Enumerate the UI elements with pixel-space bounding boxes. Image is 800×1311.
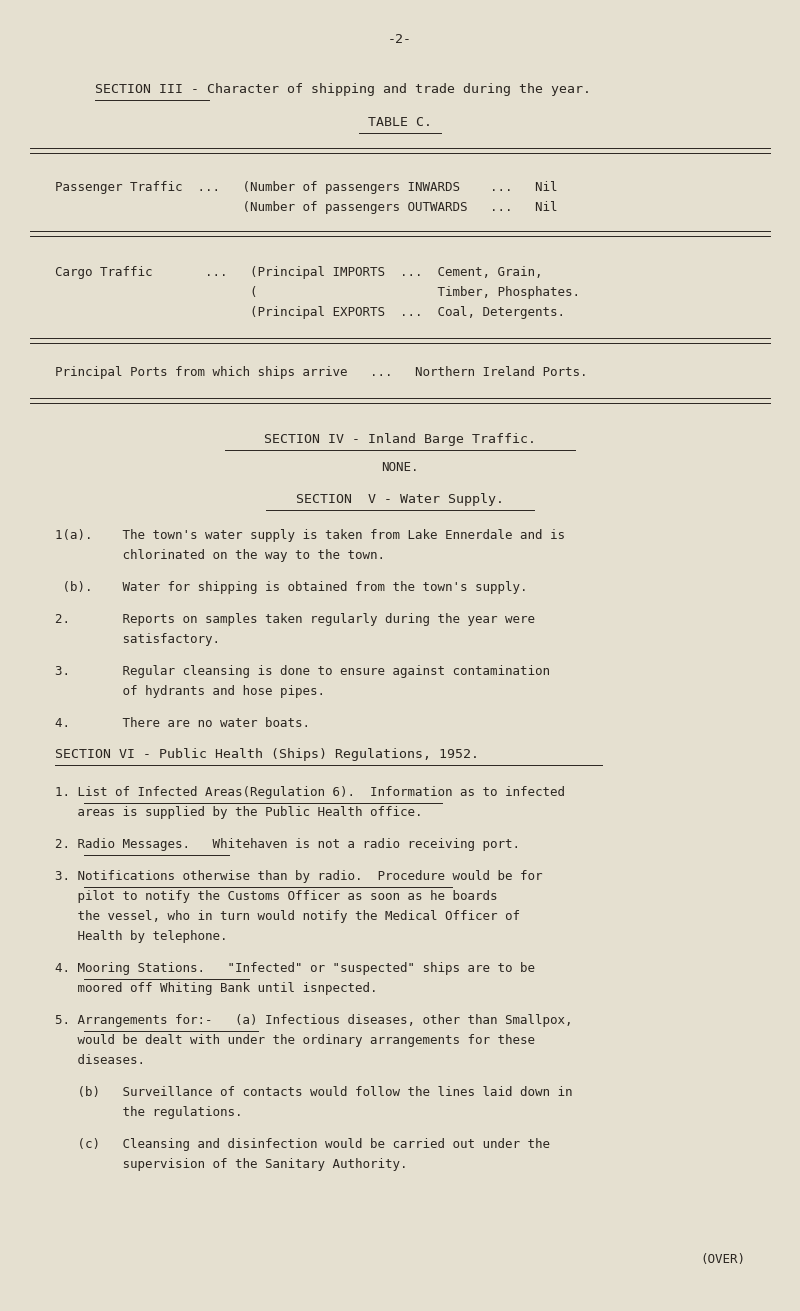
Text: NONE.: NONE. [382,461,418,475]
Text: (Number of passengers OUTWARDS   ...   Nil: (Number of passengers OUTWARDS ... Nil [55,201,558,214]
Text: 4. Mooring Stations.   "Infected" or "suspected" ships are to be: 4. Mooring Stations. "Infected" or "susp… [55,962,535,975]
Text: (OVER): (OVER) [700,1253,745,1266]
Text: -2-: -2- [388,33,412,46]
Text: areas is supplied by the Public Health office.: areas is supplied by the Public Health o… [55,806,422,819]
Text: 2.       Reports on samples taken regularly during the year were: 2. Reports on samples taken regularly du… [55,614,535,625]
Text: (b).    Water for shipping is obtained from the town's supply.: (b). Water for shipping is obtained from… [55,581,527,594]
Text: 3. Notifications otherwise than by radio.  Procedure would be for: 3. Notifications otherwise than by radio… [55,871,542,884]
Text: 2. Radio Messages.   Whitehaven is not a radio receiving port.: 2. Radio Messages. Whitehaven is not a r… [55,838,520,851]
Text: the regulations.: the regulations. [55,1106,242,1120]
Text: (Principal EXPORTS  ...  Coal, Detergents.: (Principal EXPORTS ... Coal, Detergents. [55,305,565,319]
Text: chlorinated on the way to the town.: chlorinated on the way to the town. [55,549,385,562]
Text: 3.       Regular cleansing is done to ensure against contamination: 3. Regular cleansing is done to ensure a… [55,665,550,678]
Text: 4.       There are no water boats.: 4. There are no water boats. [55,717,310,730]
Text: Health by telephone.: Health by telephone. [55,929,227,943]
Text: Passenger Traffic  ...   (Number of passengers INWARDS    ...   Nil: Passenger Traffic ... (Number of passeng… [55,181,558,194]
Text: satisfactory.: satisfactory. [55,633,220,646]
Text: supervision of the Sanitary Authority.: supervision of the Sanitary Authority. [55,1158,407,1171]
Text: (                        Timber, Phosphates.: ( Timber, Phosphates. [55,286,580,299]
Text: 5. Arrangements for:-   (a) Infectious diseases, other than Smallpox,: 5. Arrangements for:- (a) Infectious dis… [55,1013,573,1027]
Text: of hydrants and hose pipes.: of hydrants and hose pipes. [55,686,325,697]
Text: Principal Ports from which ships arrive   ...   Northern Ireland Ports.: Principal Ports from which ships arrive … [55,366,587,379]
Text: SECTION IV - Inland Barge Traffic.: SECTION IV - Inland Barge Traffic. [264,433,536,446]
Text: SECTION III - Character of shipping and trade during the year.: SECTION III - Character of shipping and … [95,83,591,96]
Text: diseases.: diseases. [55,1054,145,1067]
Text: (c)   Cleansing and disinfection would be carried out under the: (c) Cleansing and disinfection would be … [55,1138,550,1151]
Text: Cargo Traffic       ...   (Principal IMPORTS  ...  Cement, Grain,: Cargo Traffic ... (Principal IMPORTS ...… [55,266,542,279]
Text: moored off Whiting Bank until isnpected.: moored off Whiting Bank until isnpected. [55,982,378,995]
Text: 1. List of Infected Areas(Regulation 6).  Information as to infected: 1. List of Infected Areas(Regulation 6).… [55,787,565,798]
Text: TABLE C.: TABLE C. [368,115,432,128]
Text: the vessel, who in turn would notify the Medical Officer of: the vessel, who in turn would notify the… [55,910,520,923]
Text: 1(a).    The town's water supply is taken from Lake Ennerdale and is: 1(a). The town's water supply is taken f… [55,530,565,541]
Text: (b)   Surveillance of contacts would follow the lines laid down in: (b) Surveillance of contacts would follo… [55,1086,573,1099]
Text: pilot to notify the Customs Officer as soon as he boards: pilot to notify the Customs Officer as s… [55,890,498,903]
Text: SECTION  V - Water Supply.: SECTION V - Water Supply. [296,493,504,506]
Text: SECTION VI - Public Health (Ships) Regulations, 1952.: SECTION VI - Public Health (Ships) Regul… [55,749,479,760]
Text: would be dealt with under the ordinary arrangements for these: would be dealt with under the ordinary a… [55,1034,535,1047]
